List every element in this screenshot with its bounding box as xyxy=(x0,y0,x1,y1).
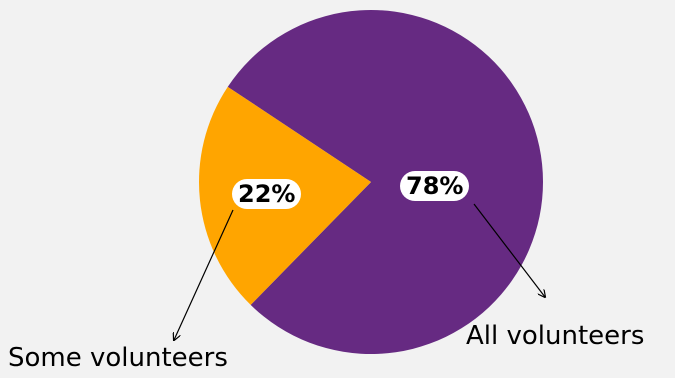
callout-some-volunteers: Some volunteers xyxy=(8,343,228,373)
pie-slice-all-volunteers xyxy=(227,10,544,355)
some-volunteers-arrow xyxy=(174,209,234,340)
value-label-all-volunteers: 78% xyxy=(400,171,470,201)
callout-all-volunteers: All volunteers xyxy=(466,321,645,351)
all-volunteers-arrow xyxy=(473,203,545,297)
value-label-some-volunteers: 22% xyxy=(232,179,302,209)
